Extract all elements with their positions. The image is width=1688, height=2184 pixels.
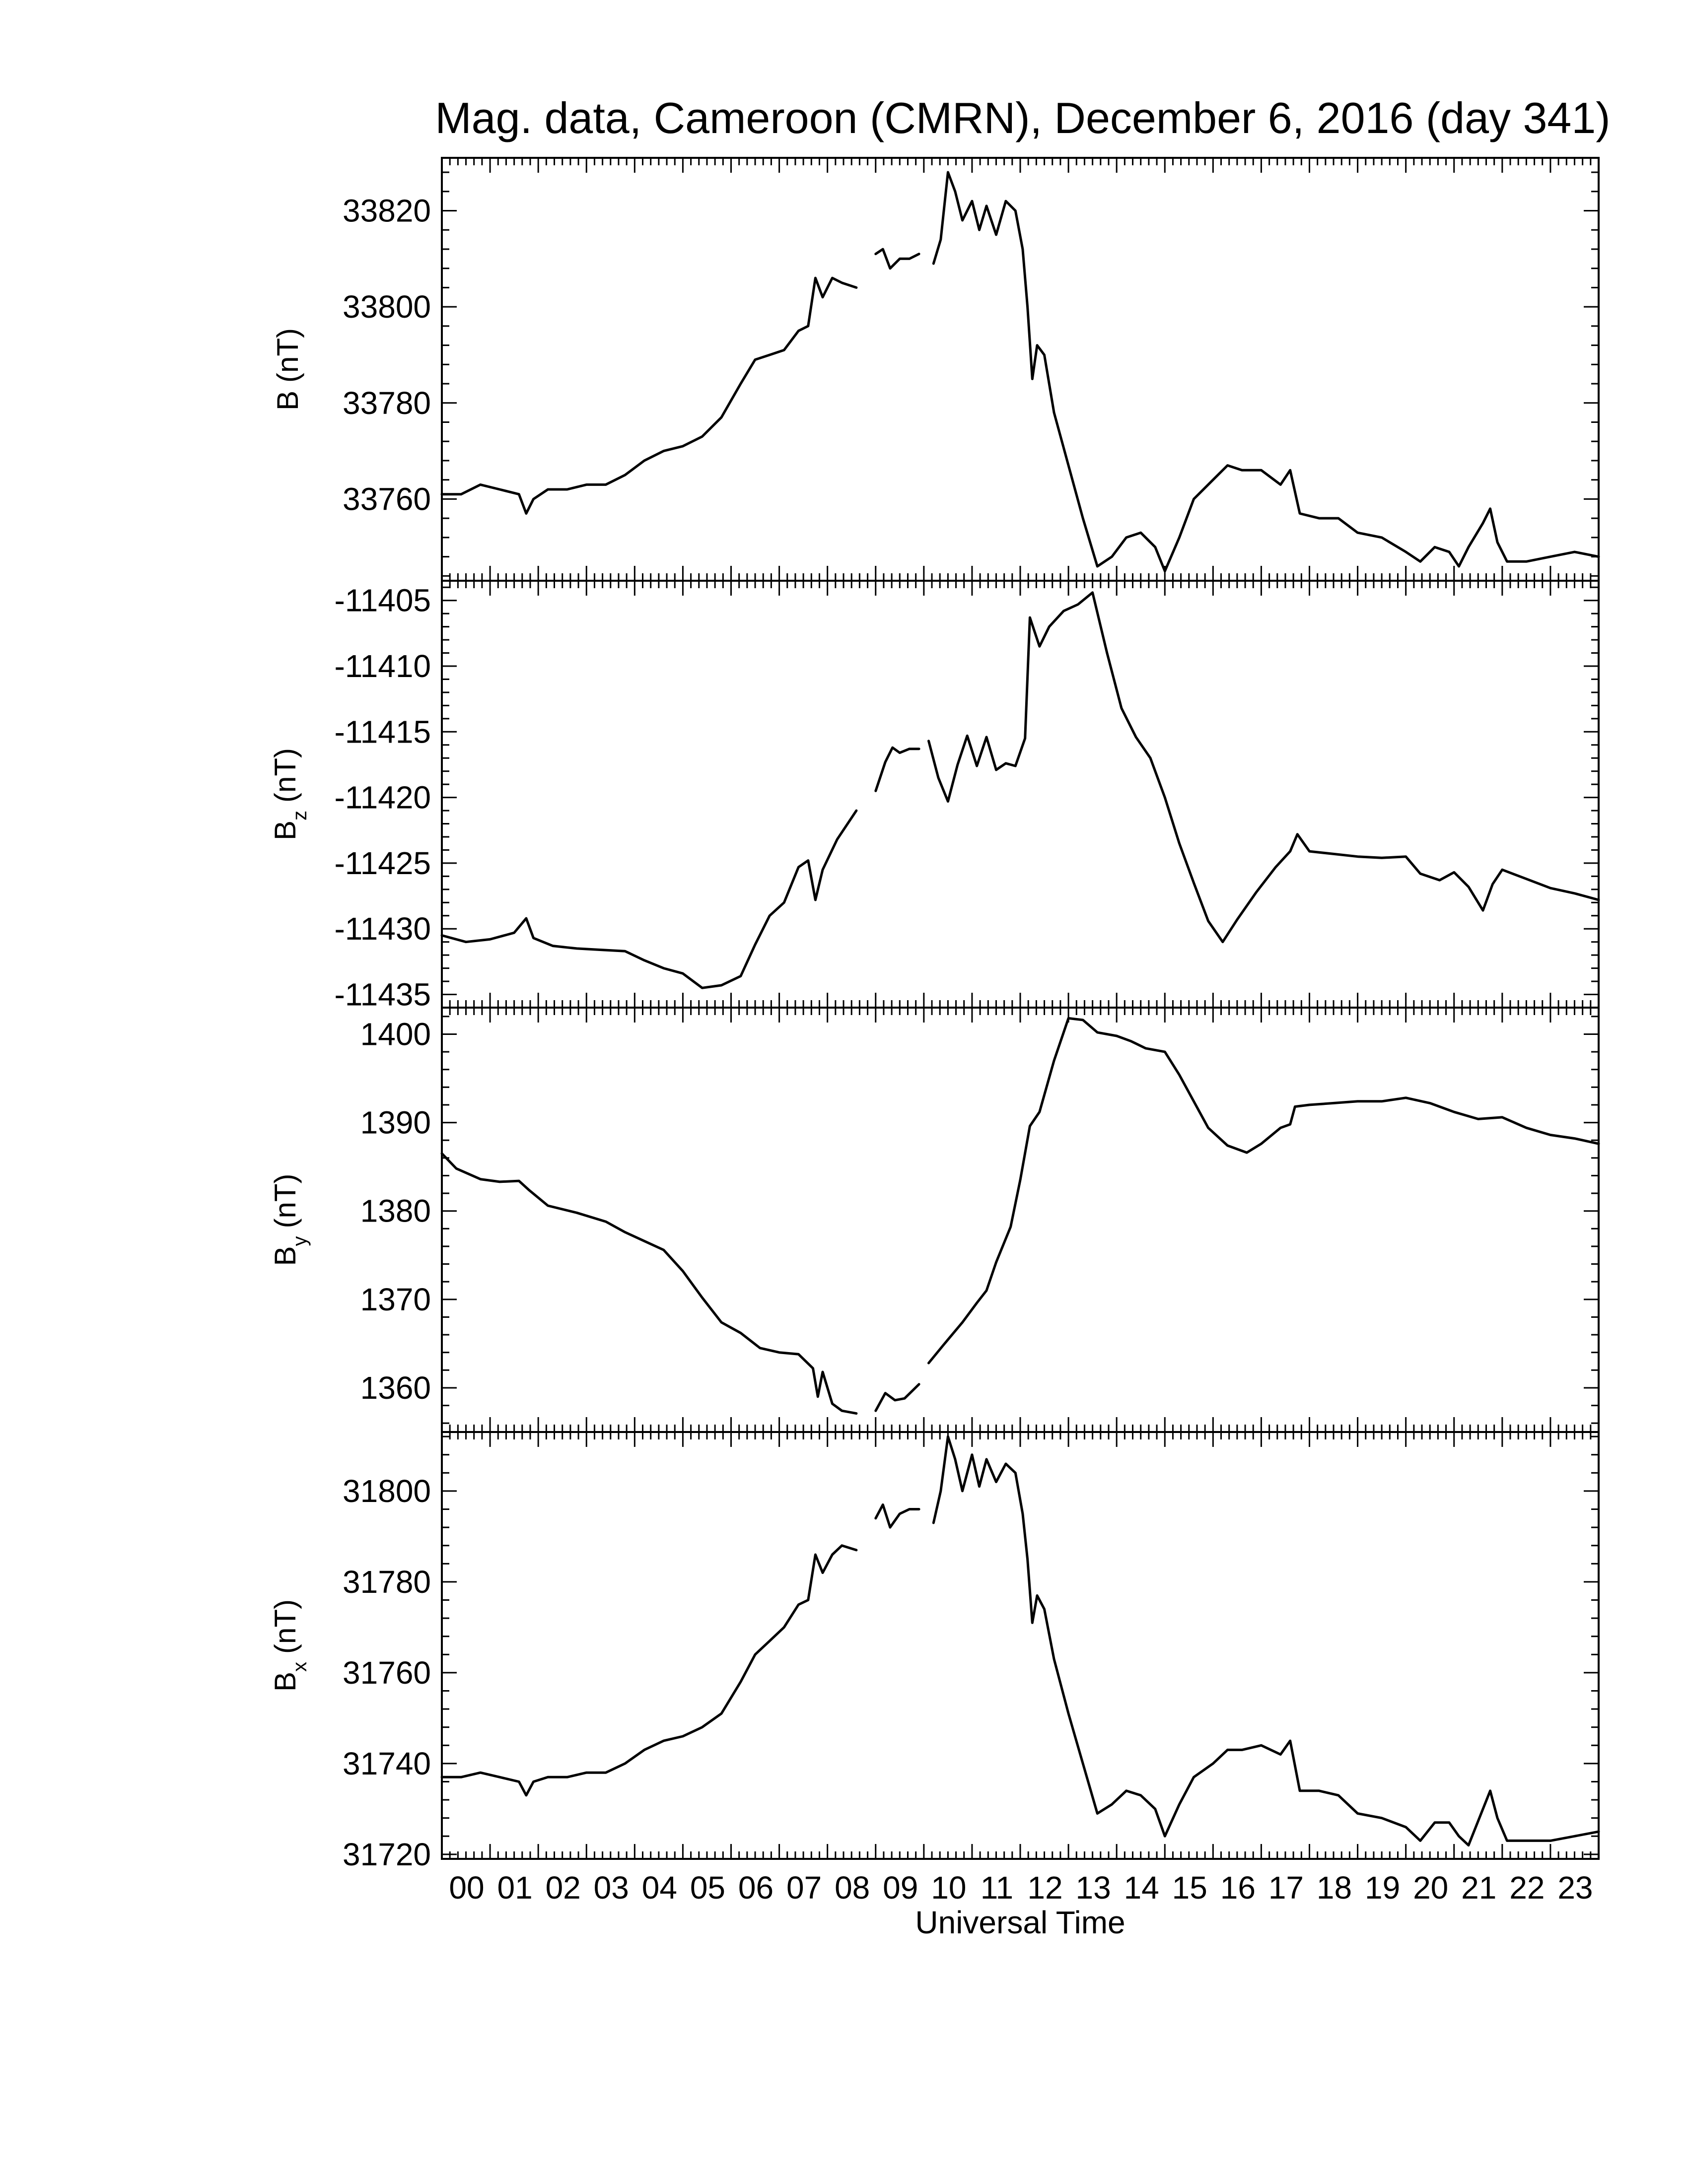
y-axis-label-main: B xyxy=(269,1672,302,1692)
y-tick-label: 31800 xyxy=(343,1473,431,1509)
y-tick-label: 31740 xyxy=(343,1746,431,1781)
y-tick-label: -11405 xyxy=(334,583,431,618)
panel-4: 31720 31740 31760 31780 31800 Bx (nT) xyxy=(269,1431,1600,1872)
chart-title: Mag. data, Cameroon (CMRN), December 6, … xyxy=(435,93,1610,142)
y-axis-label-unit: (nT) xyxy=(269,1599,302,1654)
y-axis-label-subscript: y xyxy=(289,1236,311,1246)
series-line xyxy=(874,746,920,792)
series-line xyxy=(932,171,1600,573)
y-tick-label: 1390 xyxy=(360,1105,431,1141)
series-line xyxy=(932,1435,1600,1847)
x-tick-label: 05 xyxy=(690,1870,725,1906)
x-tick-label: 01 xyxy=(497,1870,532,1906)
x-tick-label: 04 xyxy=(642,1870,677,1906)
x-tick-label: 00 xyxy=(449,1870,484,1906)
x-tick-label: 12 xyxy=(1027,1870,1062,1906)
y-axis-label-main: B xyxy=(269,820,302,840)
y-tick-label: -11410 xyxy=(334,648,431,684)
x-tick-label: 07 xyxy=(786,1870,822,1906)
panel-frame xyxy=(441,1007,1600,1433)
y-tick-label: 1380 xyxy=(360,1193,431,1229)
y-tick-label: -11425 xyxy=(334,845,431,881)
x-tick-label: 13 xyxy=(1075,1870,1111,1906)
x-tick-label: 11 xyxy=(981,1870,1013,1906)
series-line xyxy=(874,1383,920,1412)
series-line xyxy=(440,1544,858,1797)
x-tick-label: 16 xyxy=(1220,1870,1256,1906)
y-axis-label-unit: (nT) xyxy=(271,328,304,383)
y-axis-label-unit: (nT) xyxy=(269,1173,302,1228)
y-axis-label-unit: (nT) xyxy=(269,748,302,803)
y-tick-label: 33800 xyxy=(343,289,431,325)
series-line xyxy=(927,1017,1600,1365)
y-axis-label: By (nT) xyxy=(269,1173,311,1266)
y-axis-label-main: B xyxy=(269,1246,302,1266)
x-tick-label: 02 xyxy=(546,1870,581,1906)
y-axis-label: B (nT) xyxy=(271,328,304,410)
y-tick-label: -11415 xyxy=(334,714,431,750)
x-tick-label: 21 xyxy=(1461,1870,1496,1906)
y-tick-label: 33760 xyxy=(343,481,431,517)
y-axis-label-subscript: z xyxy=(289,811,311,820)
y-tick-label: 1360 xyxy=(360,1370,431,1406)
y-axis-label-subscript: x xyxy=(289,1662,311,1672)
series-line xyxy=(440,1152,858,1415)
x-axis-label: Universal Time xyxy=(915,1905,1125,1940)
series-line xyxy=(874,248,920,270)
y-tick-label: 31720 xyxy=(343,1837,431,1872)
x-tick-label: 08 xyxy=(835,1870,870,1906)
panel-frame xyxy=(441,157,1600,582)
x-tick-label: 14 xyxy=(1124,1870,1159,1906)
y-tick-label: 31780 xyxy=(343,1564,431,1600)
series-line xyxy=(874,1503,920,1529)
y-tick-label: 1400 xyxy=(360,1016,431,1052)
series-line xyxy=(440,276,858,515)
x-tick-label: 18 xyxy=(1317,1870,1352,1906)
x-axis: 00 01 02 03 04 05 06 07 08 09 10 11 12 13 14 15 16 17 18 19… xyxy=(449,1870,1593,1906)
series-line xyxy=(440,809,858,989)
x-tick-label: 15 xyxy=(1172,1870,1207,1906)
y-tick-label: 33820 xyxy=(343,193,431,229)
y-tick-label: -11420 xyxy=(334,780,431,816)
y-tick-label: -11430 xyxy=(334,911,431,947)
y-axis-label: Bz (nT) xyxy=(269,748,311,840)
y-tick-label: 31760 xyxy=(343,1655,431,1691)
panel-frame xyxy=(441,580,1600,1009)
panel-3: 1360 1370 1380 1390 1400 By (nT) xyxy=(269,1007,1600,1433)
x-tick-label: 23 xyxy=(1557,1870,1593,1906)
x-tick-label: 10 xyxy=(931,1870,966,1906)
y-axis-label: Bx (nT) xyxy=(269,1599,311,1692)
y-tick-label: 1370 xyxy=(360,1282,431,1317)
y-tick-label: 33780 xyxy=(343,385,431,421)
x-tick-label: 22 xyxy=(1509,1870,1545,1906)
x-tick-label: 09 xyxy=(883,1870,918,1906)
panel-2: -11435 -11430 -11425 -11420 -11415 -11410 -114… xyxy=(269,580,1600,1013)
x-tick-label: 19 xyxy=(1365,1870,1400,1906)
panels-group: 33760337803380033820B(nT)-11435-11430-11… xyxy=(269,157,1600,1872)
x-tick-label: 06 xyxy=(738,1870,774,1906)
y-axis-label-main: B xyxy=(271,391,304,410)
series-line xyxy=(927,591,1600,944)
x-tick-label: 20 xyxy=(1413,1870,1448,1906)
x-tick-label: 03 xyxy=(594,1870,629,1906)
x-tick-label: 17 xyxy=(1268,1870,1304,1906)
y-tick-label: -11435 xyxy=(334,977,431,1013)
panel-1: 33760 33780 33800 33820 B (nT) xyxy=(271,157,1600,582)
